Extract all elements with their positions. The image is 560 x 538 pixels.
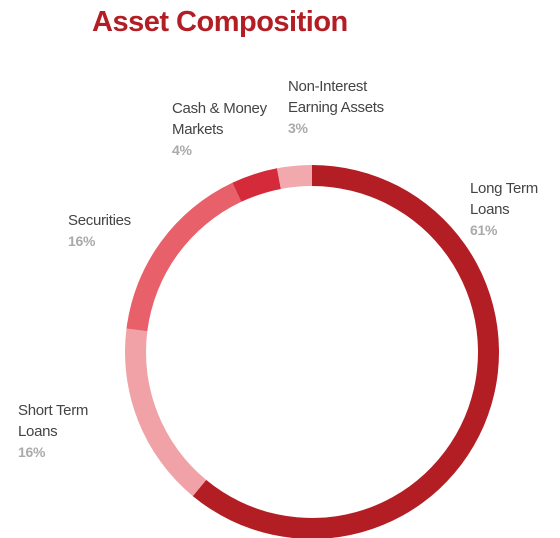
category-label: Non-Interest Earning Assets [288,78,384,116]
category-label: Cash & Money Markets [172,100,267,138]
donut-segment [192,165,499,538]
segment-label: Long Term Loans 61% [470,178,560,241]
category-label: Securities [68,212,131,229]
value-label: 61% [470,222,498,238]
category-label: Long Term Loans [470,180,538,218]
chart-title: Asset Composition [92,6,348,38]
donut-segment [126,182,242,332]
donut-segment [232,168,281,202]
segment-label: Cash & Money Markets 4% [172,98,277,161]
value-label: 16% [68,233,96,249]
donut-segment [124,328,207,497]
segment-label: Non-Interest Earning Assets 3% [288,76,403,139]
category-label: Short Term Loans [18,402,89,440]
segment-label: Short Term Loans 16% [18,400,103,463]
value-label: 4% [172,142,192,158]
value-label: 3% [288,120,308,136]
value-label: 16% [18,444,46,460]
donut-segment [276,165,312,189]
segment-label: Securities 16% [68,210,158,252]
